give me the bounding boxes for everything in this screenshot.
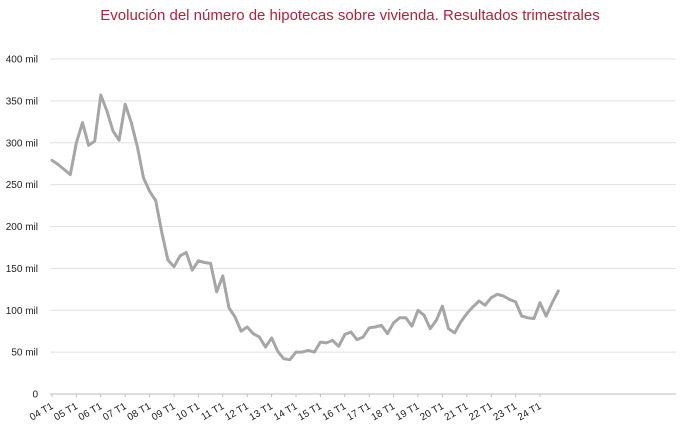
y-tick-label: 100 mil [6, 306, 38, 317]
series-group [50, 93, 560, 362]
y-tick-label: 50 mil [11, 348, 38, 359]
x-tick-label: 16 T1 [321, 401, 349, 423]
series-line [50, 93, 560, 362]
x-tick-label: 19 T1 [394, 401, 422, 423]
y-tick-label: 350 mil [6, 96, 38, 107]
x-tick-label: 23 T1 [492, 401, 520, 423]
x-tick-label: 13 T1 [248, 401, 276, 423]
y-tick-label: 250 mil [6, 180, 38, 191]
x-tick-label: 21 T1 [443, 401, 471, 423]
x-tick-label: 12 T1 [223, 401, 251, 423]
x-tick-label: 24 T1 [516, 401, 544, 423]
y-axis-ticks: 0 50 mil 100 mil 150 mil 200 mil 250 mil 300 m… [6, 55, 39, 401]
x-tick-label: 11 T1 [199, 401, 226, 423]
x-tick-label: 08 T1 [126, 401, 154, 423]
x-tick-label: 09 T1 [150, 401, 178, 423]
x-tick-label: 22 T1 [467, 401, 495, 423]
x-tick-label: 15 T1 [296, 401, 324, 423]
x-tick-label: 14 T1 [272, 401, 300, 423]
chart-title: Evolución del número de hipotecas sobre … [100, 7, 599, 24]
x-tick-label: 05 T1 [52, 401, 80, 423]
y-tick-label: 300 mil [6, 138, 38, 149]
gridlines [50, 58, 676, 353]
y-tick-label: 150 mil [6, 264, 38, 275]
x-tick-label: 06 T1 [77, 401, 105, 423]
y-tick-label: 200 mil [6, 222, 38, 233]
x-tick-label: 10 T1 [174, 401, 202, 423]
x-tick-label: 17 T1 [345, 401, 373, 423]
x-tick-label: 04 T1 [28, 401, 56, 423]
x-tick-label: 07 T1 [101, 401, 129, 423]
y-tick-label: 0 [32, 390, 38, 401]
x-tick-label: 18 T1 [370, 401, 398, 423]
x-tick-label: 20 T1 [418, 401, 446, 423]
y-tick-label: 400 mil [6, 55, 38, 66]
